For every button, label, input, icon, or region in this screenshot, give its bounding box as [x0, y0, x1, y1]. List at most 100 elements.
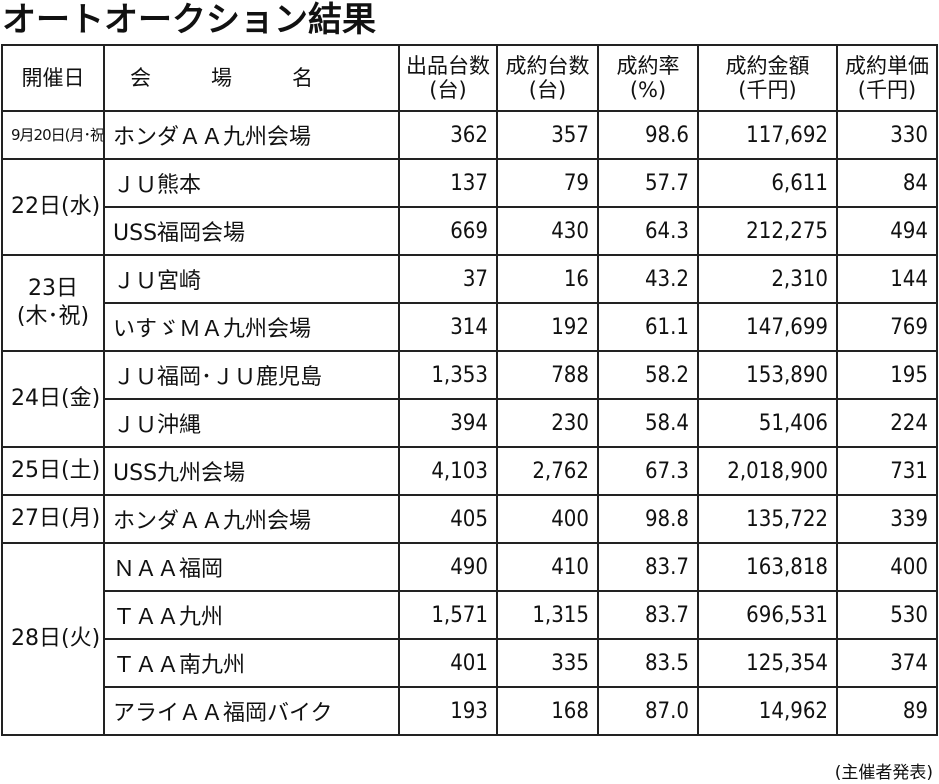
listed-count-cell: 314 [398, 302, 498, 352]
success-rate-cell: 61.1 [597, 302, 699, 352]
unit-price-cell: 530 [836, 590, 938, 640]
venue-cell: USS九州会場 [103, 446, 400, 496]
venue-cell: ＮＡＡ福岡 [103, 542, 400, 592]
date-cell: 27日(月) [1, 494, 105, 544]
success-rate-cell: 83.5 [597, 638, 699, 688]
header-sold-unit: (台) [528, 78, 567, 102]
header-sold: 成約台数 (台) [496, 44, 599, 112]
unit-price-cell: 731 [836, 446, 938, 496]
venue-cell: USS福岡会場 [103, 206, 400, 256]
venue-cell: ＪＵ熊本 [103, 158, 400, 208]
sold-count-cell: 2,762 [496, 446, 599, 496]
header-listed-unit: (台) [429, 78, 467, 102]
auction-results-table: 開催日 会場名 出品台数 (台) 成約台数 (台) 成約率 (%) 成約金額 (千円) … [1, 44, 938, 736]
listed-count-cell: 1,353 [398, 350, 498, 400]
sales-amount-cell: 153,890 [697, 350, 838, 400]
venue-cell: ＴＡＡ南九州 [103, 638, 400, 688]
sales-amount-cell: 125,354 [697, 638, 838, 688]
sales-amount-cell: 2,018,900 [697, 446, 838, 496]
date-label: 25日(土) [11, 458, 101, 483]
success-rate-cell: 67.3 [597, 446, 699, 496]
venue-cell: いすゞＭＡ九州会場 [103, 302, 400, 352]
sold-count-cell: 430 [496, 206, 599, 256]
date-label: 9月20日(月･祝) [11, 126, 104, 144]
success-rate-cell: 87.0 [597, 686, 699, 736]
date-label: 28日(火) [11, 626, 101, 651]
venue-cell: ＪＵ沖縄 [103, 398, 400, 448]
header-unit-price-label: 成約単価 [845, 54, 929, 78]
table-row: 22日(水) ＪＵ熊本 137 79 57.7 6,611 84 [1, 158, 938, 256]
header-date-label: 開催日 [21, 66, 85, 90]
success-rate-cell: 43.2 [597, 254, 699, 304]
listed-count-cell: 4,103 [398, 446, 498, 496]
unit-price-cell: 195 [836, 350, 938, 400]
sold-count-cell: 230 [496, 398, 599, 448]
table-row: ＴＡＡ南九州 401 335 83.5 125,354 374 [2, 638, 938, 688]
sold-count-cell: 357 [496, 110, 599, 160]
header-unit-price-unit: (千円) [857, 78, 917, 102]
sold-count-cell: 788 [496, 350, 599, 400]
date-label: 22日(水) [11, 194, 101, 219]
table-row: 24日(金) ＪＵ福岡･ＪＵ鹿児島 1,353 788 58.2 153,890 195 [1, 350, 938, 448]
sales-amount-cell: 135,722 [697, 494, 838, 544]
unit-price-cell: 374 [836, 638, 938, 688]
header-date: 開催日 [1, 44, 105, 112]
sold-count-cell: 335 [496, 638, 599, 688]
unit-price-cell: 400 [836, 542, 938, 592]
unit-price-cell: 769 [836, 302, 938, 352]
success-rate-cell: 58.4 [597, 398, 699, 448]
sold-count-cell: 410 [496, 542, 599, 592]
sold-count-cell: 168 [496, 686, 599, 736]
sales-amount-cell: 6,611 [697, 158, 838, 208]
table-row: ＪＵ沖縄 394 230 58.4 51,406 224 [2, 398, 938, 448]
date-holiday-label: (木･祝) [16, 304, 90, 329]
table-row: アライＡＡ福岡バイク 193 168 87.0 14,962 89 [2, 686, 938, 736]
sold-count-cell: 1,315 [496, 590, 599, 640]
source-note: (主催者発表) [834, 763, 933, 783]
listed-count-cell: 37 [398, 254, 498, 304]
header-amount-label: 成約金額 [725, 54, 810, 78]
unit-price-cell: 494 [836, 206, 938, 256]
header-sold-label: 成約台数 [505, 54, 590, 78]
header-unit-price: 成約単価 (千円) [836, 44, 938, 112]
sales-amount-cell: 14,962 [697, 686, 838, 736]
date-cell: 9月20日(月･祝) [1, 110, 105, 160]
header-row: 開催日 会場名 出品台数 (台) 成約台数 (台) 成約率 (%) 成約金額 (千円) … [1, 44, 938, 112]
listed-count-cell: 362 [398, 110, 498, 160]
sold-count-cell: 400 [496, 494, 599, 544]
table-row: ＴＡＡ九州 1,571 1,315 83.7 696,531 530 [2, 590, 938, 640]
listed-count-cell: 193 [398, 686, 498, 736]
success-rate-cell: 98.8 [597, 494, 699, 544]
header-amount-unit: (千円) [738, 78, 797, 102]
table-row: 25日(土) USS九州会場 4,103 2,762 67.3 2,018,900 731 [1, 446, 938, 496]
sales-amount-cell: 163,818 [697, 542, 838, 592]
header-rate: 成約率 (%) [597, 44, 699, 112]
venue-cell: ＪＵ宮崎 [103, 254, 400, 304]
sales-amount-cell: 51,406 [697, 398, 838, 448]
page-title: オートオークション結果 [2, 0, 376, 40]
sales-amount-cell: 2,310 [697, 254, 838, 304]
table-row: 23日 (木･祝) ＪＵ宮崎 37 16 43.2 2,310 144 [1, 254, 938, 352]
venue-cell: ホンダＡＡ九州会場 [103, 110, 400, 160]
header-rate-label: 成約率 [616, 54, 680, 78]
sold-count-cell: 16 [496, 254, 599, 304]
header-listed-label: 出品台数 [406, 54, 490, 78]
sold-count-cell: 192 [496, 302, 599, 352]
success-rate-cell: 58.2 [597, 350, 699, 400]
date-cell: 25日(土) [1, 446, 105, 496]
venue-cell: ホンダＡＡ九州会場 [103, 494, 400, 544]
table-row: 28日(火) ＮＡＡ福岡 490 410 83.7 163,818 400 [1, 542, 938, 736]
unit-price-cell: 84 [836, 158, 938, 208]
listed-count-cell: 401 [398, 638, 498, 688]
header-amount: 成約金額 (千円) [697, 44, 838, 112]
listed-count-cell: 394 [398, 398, 498, 448]
date-cell: 22日(水) [1, 158, 105, 256]
table-row: 9月20日(月･祝) ホンダＡＡ九州会場 362 357 98.6 117,692 330 [1, 110, 938, 160]
sales-amount-cell: 147,699 [697, 302, 838, 352]
header-venue-label: 会場名 [130, 66, 373, 90]
listed-count-cell: 137 [398, 158, 498, 208]
success-rate-cell: 83.7 [597, 590, 699, 640]
table-row: 27日(月) ホンダＡＡ九州会場 405 400 98.8 135,722 339 [1, 494, 938, 544]
listed-count-cell: 405 [398, 494, 498, 544]
date-label: 23日 [28, 276, 78, 301]
